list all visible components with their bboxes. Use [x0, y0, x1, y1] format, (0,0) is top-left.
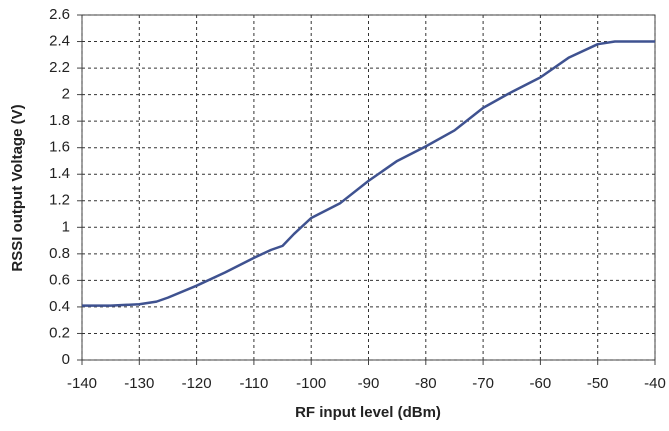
plot-area [81, 14, 656, 361]
y-tick-label: 1.6 [49, 139, 70, 156]
y-tick-label: 0.2 [49, 324, 70, 341]
x-tick-label: -140 [67, 375, 97, 392]
y-tick-label: 2 [62, 86, 70, 103]
data-line [82, 40, 655, 307]
x-tick-label: -70 [472, 375, 494, 392]
y-tick-label: 0 [62, 351, 70, 368]
y-tick-label: 0.6 [49, 271, 70, 288]
y-axis-title: RSSI output Voltage (V) [9, 104, 26, 271]
y-tick-label: 2.4 [49, 33, 70, 50]
x-tick-label: -90 [358, 375, 380, 392]
x-tick-label: -100 [296, 375, 326, 392]
x-tick-label: -120 [182, 375, 212, 392]
x-tick-label: -80 [415, 375, 437, 392]
y-tick-label: 1.8 [49, 112, 70, 129]
x-tick-label: -60 [530, 375, 552, 392]
y-tick-label: 0.8 [49, 245, 70, 262]
y-tick-label: 1.4 [49, 165, 70, 182]
x-tick-label: -110 [239, 375, 268, 392]
x-axis-title: RF input level (dBm) [295, 404, 441, 421]
y-tick-label: 2.2 [49, 59, 70, 76]
y-tick-label: 0.4 [49, 298, 70, 315]
y-tick-label: 2.6 [49, 6, 70, 23]
x-tick-label: -50 [587, 375, 609, 392]
x-tick-label: -40 [644, 375, 666, 392]
y-tick-label: 1 [62, 218, 70, 235]
y-tick-label: 1.2 [49, 192, 70, 209]
x-tick-label: -130 [124, 375, 154, 392]
